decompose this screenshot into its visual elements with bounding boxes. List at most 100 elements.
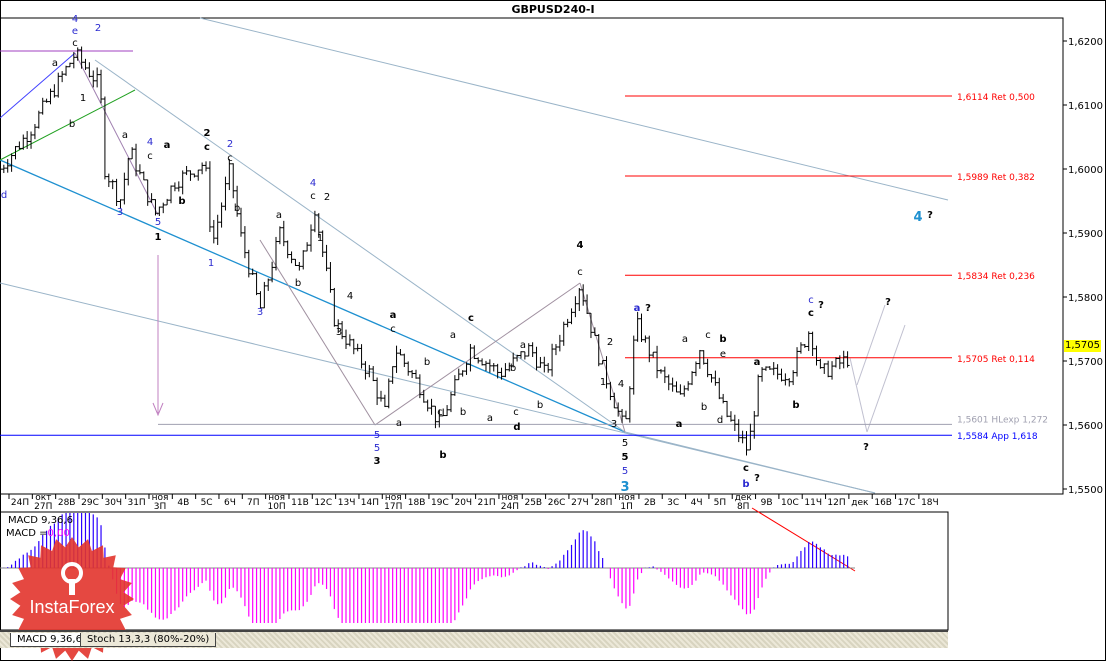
wave-label: b: [295, 278, 301, 289]
wave-label: b: [537, 400, 543, 411]
wave-label: ?: [863, 442, 869, 453]
time-axis-labels: 24П окт 27П 28В 29С 30Ч 31П ноя 3П 4В 5С 6Ч 7П ноя …: [0, 494, 948, 512]
wave-label: a: [676, 419, 683, 430]
x-tick-label: 25В: [524, 497, 543, 508]
wave-label: 1: [600, 377, 606, 388]
wave-label: a: [396, 418, 402, 429]
time-axis: [8, 494, 920, 499]
wave-label: c: [577, 267, 583, 278]
wave-label: a: [487, 413, 493, 424]
wave-label: 4: [147, 137, 153, 148]
wave-label: 5: [374, 443, 380, 454]
macd-divergence-line: [751, 507, 856, 572]
x-tick-label: 6Ч: [224, 497, 236, 508]
wave-label: c: [147, 151, 153, 162]
wave-label: 1: [208, 258, 214, 269]
macd-value-row: MACD =0,00: [6, 528, 70, 539]
price-bars: [0, 46, 850, 456]
wave-label: 3: [620, 480, 629, 495]
wave-label: d: [1, 190, 7, 201]
wave-label: 5: [622, 466, 628, 477]
wave-label: 2: [324, 192, 330, 203]
x-tick-label: 29С: [81, 497, 99, 508]
wave-label: 5: [622, 438, 628, 449]
x-tick-label: 5П: [713, 497, 727, 508]
level-label: 1,5584 App 1,618: [957, 432, 1038, 442]
wave-label: c: [808, 308, 814, 319]
wave-label: b: [719, 334, 726, 345]
macd-title: MACD 9,36,6: [8, 515, 73, 526]
wave-line: [374, 282, 581, 426]
wave-label: b: [510, 363, 516, 374]
wave-label: a: [122, 130, 128, 141]
x-tick-label: 20Ч: [454, 497, 473, 508]
wave-label: c: [390, 324, 396, 335]
x-tick-label: 28В: [57, 497, 76, 508]
x-tick-label: 4В: [177, 497, 190, 508]
x-tick-label: 5С: [200, 497, 213, 508]
x-tick-label: 18В: [407, 497, 426, 508]
wave-label: 5: [622, 452, 629, 463]
x-tick-label: 3С: [667, 497, 680, 508]
x-tick-label: 19С: [431, 497, 449, 508]
wave-label: 3: [257, 307, 263, 318]
wave-label: b: [460, 407, 466, 418]
x-tick-label: 31П: [127, 497, 146, 508]
wave-label: 4: [913, 210, 922, 225]
current-price-label: 1,5705: [1064, 340, 1101, 352]
level-label: 1,5601 HLexp 1,272: [957, 415, 1048, 425]
level-label: 1,5989 Ret 0,382: [957, 173, 1035, 183]
channel-line-2: [624, 431, 876, 494]
wave-line: [74, 52, 159, 216]
x-tick-label: дек: [851, 497, 869, 508]
x-tick-label: 24П: [10, 497, 30, 508]
wave-label: ?: [885, 297, 891, 308]
chart-title: GBPUSD240-I: [511, 3, 595, 16]
wave-label: a: [634, 303, 641, 314]
wave-label: 3: [117, 207, 123, 218]
x-tick-label: ноя 3П: [151, 493, 169, 512]
x-tick-label: 12П: [827, 497, 846, 508]
wave-label: b: [234, 203, 240, 214]
wave-label: a: [450, 330, 456, 341]
wave-label: 4: [310, 178, 316, 189]
x-tick-label: 4Ч: [690, 497, 703, 508]
x-tick-label: 13Ч: [337, 497, 356, 508]
lower-channel-line: [0, 282, 876, 494]
tab-stoch[interactable]: Stoch 13,3,3 (80%-20%): [80, 633, 217, 647]
price-axis: 1,6200 1,6100 1,6000 1,5900 1,5800 1,5700 1,56…: [1063, 37, 1103, 496]
wave-label: b: [424, 357, 430, 368]
wave-label: a: [520, 340, 526, 351]
x-tick-label: 28П: [594, 497, 613, 508]
trendlines: [0, 17, 949, 572]
wave-label: c: [227, 153, 233, 164]
x-tick-label: 11В: [291, 497, 309, 508]
wave-label: 2: [204, 128, 211, 139]
x-tick-label: 9В: [760, 497, 773, 508]
level-label: 1,6114 Ret 0,500: [957, 93, 1035, 103]
wave-label: a: [754, 357, 761, 368]
wave-label: a: [52, 58, 58, 69]
wave-label: 2: [227, 139, 233, 150]
wave-label: 1: [317, 233, 323, 244]
y-tick-label: 1,5500: [1068, 485, 1103, 496]
wave-label: 4: [577, 240, 584, 251]
wave-label: 5: [374, 430, 380, 441]
wave-label: 3: [611, 419, 617, 430]
tab-macd[interactable]: MACD 9,36,6: [10, 633, 89, 647]
projection-line: [866, 324, 906, 433]
wave-label: c: [204, 142, 210, 153]
wave-label: 1: [80, 93, 86, 104]
x-tick-label: дек 8П: [734, 493, 752, 512]
x-tick-label: 10С: [781, 497, 799, 508]
y-tick-label: 1,5700: [1068, 357, 1103, 368]
wave-label: b: [178, 196, 185, 207]
x-tick-label: 16В: [874, 497, 892, 508]
logo-gear-stem: [69, 579, 75, 595]
wave-label: d: [717, 415, 723, 426]
wave-label: b: [742, 479, 749, 490]
level-label: 1,5834 Ret 0,236: [957, 272, 1035, 282]
wave-label: b: [69, 119, 75, 130]
wave-label: b: [701, 402, 707, 413]
